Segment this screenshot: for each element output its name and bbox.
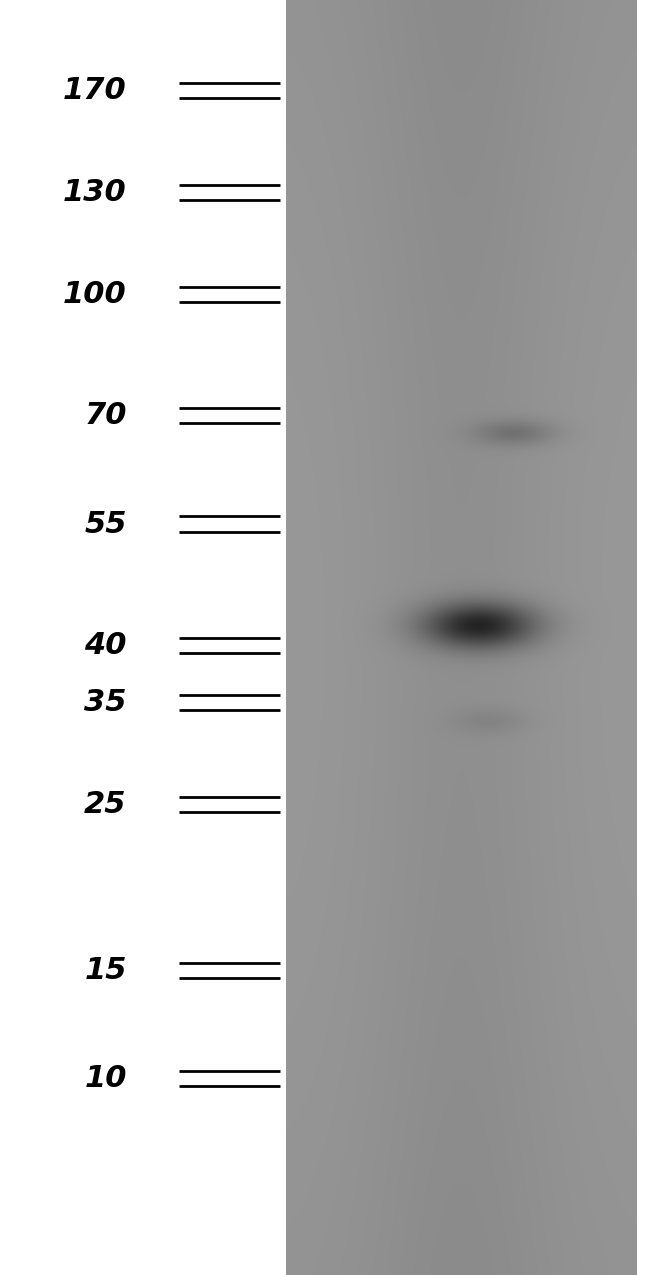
Text: 55: 55 (84, 510, 127, 538)
Text: 100: 100 (63, 280, 127, 309)
Text: 35: 35 (84, 688, 127, 717)
Text: 130: 130 (63, 179, 127, 207)
Text: 10: 10 (84, 1065, 127, 1093)
Text: 15: 15 (84, 956, 127, 984)
Text: 40: 40 (84, 631, 127, 659)
Text: 170: 170 (63, 76, 127, 105)
Text: 25: 25 (84, 790, 127, 819)
Text: 70: 70 (84, 402, 127, 430)
